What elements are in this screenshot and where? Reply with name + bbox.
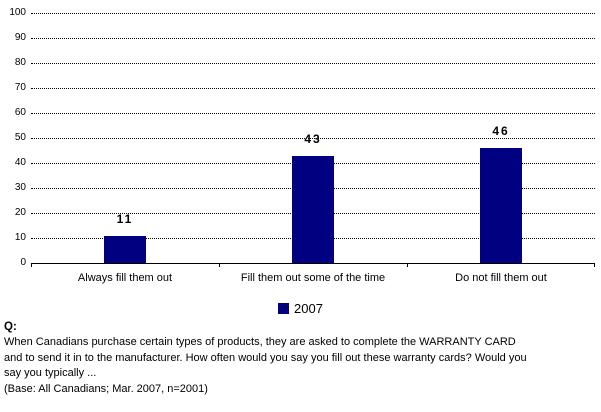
bar	[104, 235, 146, 263]
y-tick-label: 40	[14, 157, 26, 168]
y-tick-label: 70	[14, 82, 26, 93]
y-tick-label: 50	[14, 132, 26, 143]
legend-label: 2007	[294, 301, 323, 316]
x-category-label: Always fill them out	[77, 272, 173, 284]
question-text-line-2: and to send it in to the manufacturer. H…	[4, 351, 527, 364]
gridline	[31, 113, 595, 114]
legend-swatch-icon	[278, 303, 290, 314]
x-axis-tick	[31, 263, 32, 267]
y-tick-label: 0	[20, 257, 26, 268]
legend: 2007	[0, 301, 601, 316]
y-tick-label: 100	[9, 7, 26, 18]
bar	[292, 155, 334, 263]
y-tick-label: 90	[14, 32, 26, 43]
x-axis-tick	[219, 263, 220, 267]
gridline	[31, 13, 595, 14]
bar-value-label: 43	[304, 131, 322, 146]
question-text-line-1: When Canadians purchase certain types of…	[4, 336, 516, 348]
bar-value-label: 46	[492, 124, 510, 138]
x-axis-tick	[594, 263, 595, 267]
gridline	[31, 88, 595, 89]
y-tick-label: 30	[14, 182, 26, 193]
bar	[480, 148, 522, 263]
y-axis-labels: 0 10 20 30 40 50 60 70 80 90 100	[0, 7, 26, 268]
x-axis-labels: Always fill them out Fill them out some o…	[31, 271, 595, 285]
plot-area: 11 43 46	[31, 13, 595, 267]
base-note: (Base: All Canadians; Mar. 2007, n=2001)	[4, 382, 208, 395]
footer-notes: Q: When Canadians purchase certain types…	[4, 320, 598, 397]
y-tick-label: 20	[14, 207, 26, 218]
x-category-label: Fill them out some of the time	[240, 272, 386, 284]
question-text-line-3: say you typically ...	[4, 367, 97, 379]
bar-value-label: 11	[116, 211, 134, 226]
x-axis-tick	[407, 263, 408, 267]
gridline	[31, 138, 595, 139]
gridline	[31, 63, 595, 64]
question-label: Q:	[4, 321, 17, 333]
gridline	[31, 38, 595, 39]
x-category-label: Do not fill them out	[455, 272, 547, 284]
y-tick-label: 10	[14, 232, 26, 243]
y-tick-label: 60	[14, 107, 26, 118]
y-tick-label: 80	[14, 57, 26, 68]
